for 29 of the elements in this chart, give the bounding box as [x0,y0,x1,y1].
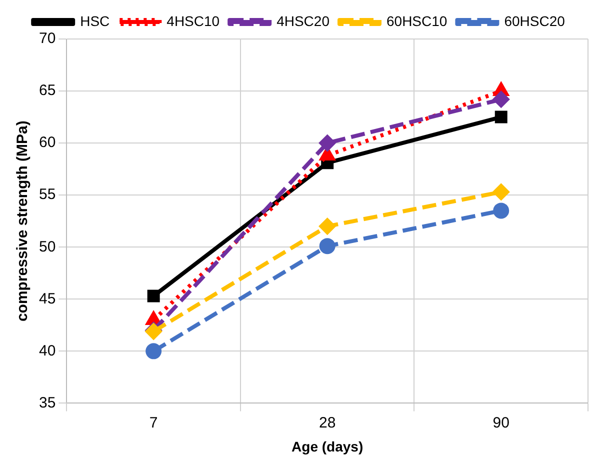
legend-label: 60HSC10 [386,12,448,29]
legend-label: 60HSC20 [504,12,566,29]
point [493,184,510,200]
y-tick-label: 40 [38,342,56,360]
y-tick-label: 60 [38,134,56,152]
point [493,91,510,108]
point [147,290,160,302]
point [146,343,162,360]
y-axis-title: compressive strength (MPa) [14,120,32,322]
y-tick-label: 45 [38,290,56,308]
x-axis-title: Age (days) [292,438,364,454]
point [494,83,508,96]
legend-label: HSC [80,12,110,29]
legend-label: 4HSC10 [166,12,220,29]
point [319,218,336,234]
y-tick-label: 35 [38,394,56,412]
point [320,148,335,161]
y-tick-label: 55 [38,186,56,204]
y-tick-label: 65 [38,82,56,100]
legend-label: 4HSC20 [276,12,330,29]
point [319,135,336,152]
point [493,202,510,219]
x-tick-label: 90 [492,414,510,432]
x-tick-label: 28 [319,414,336,432]
point [319,238,336,254]
y-tick-label: 50 [38,238,56,256]
point [494,110,508,124]
y-tick-label: 70 [38,30,56,48]
x-tick-label: 7 [149,414,158,432]
